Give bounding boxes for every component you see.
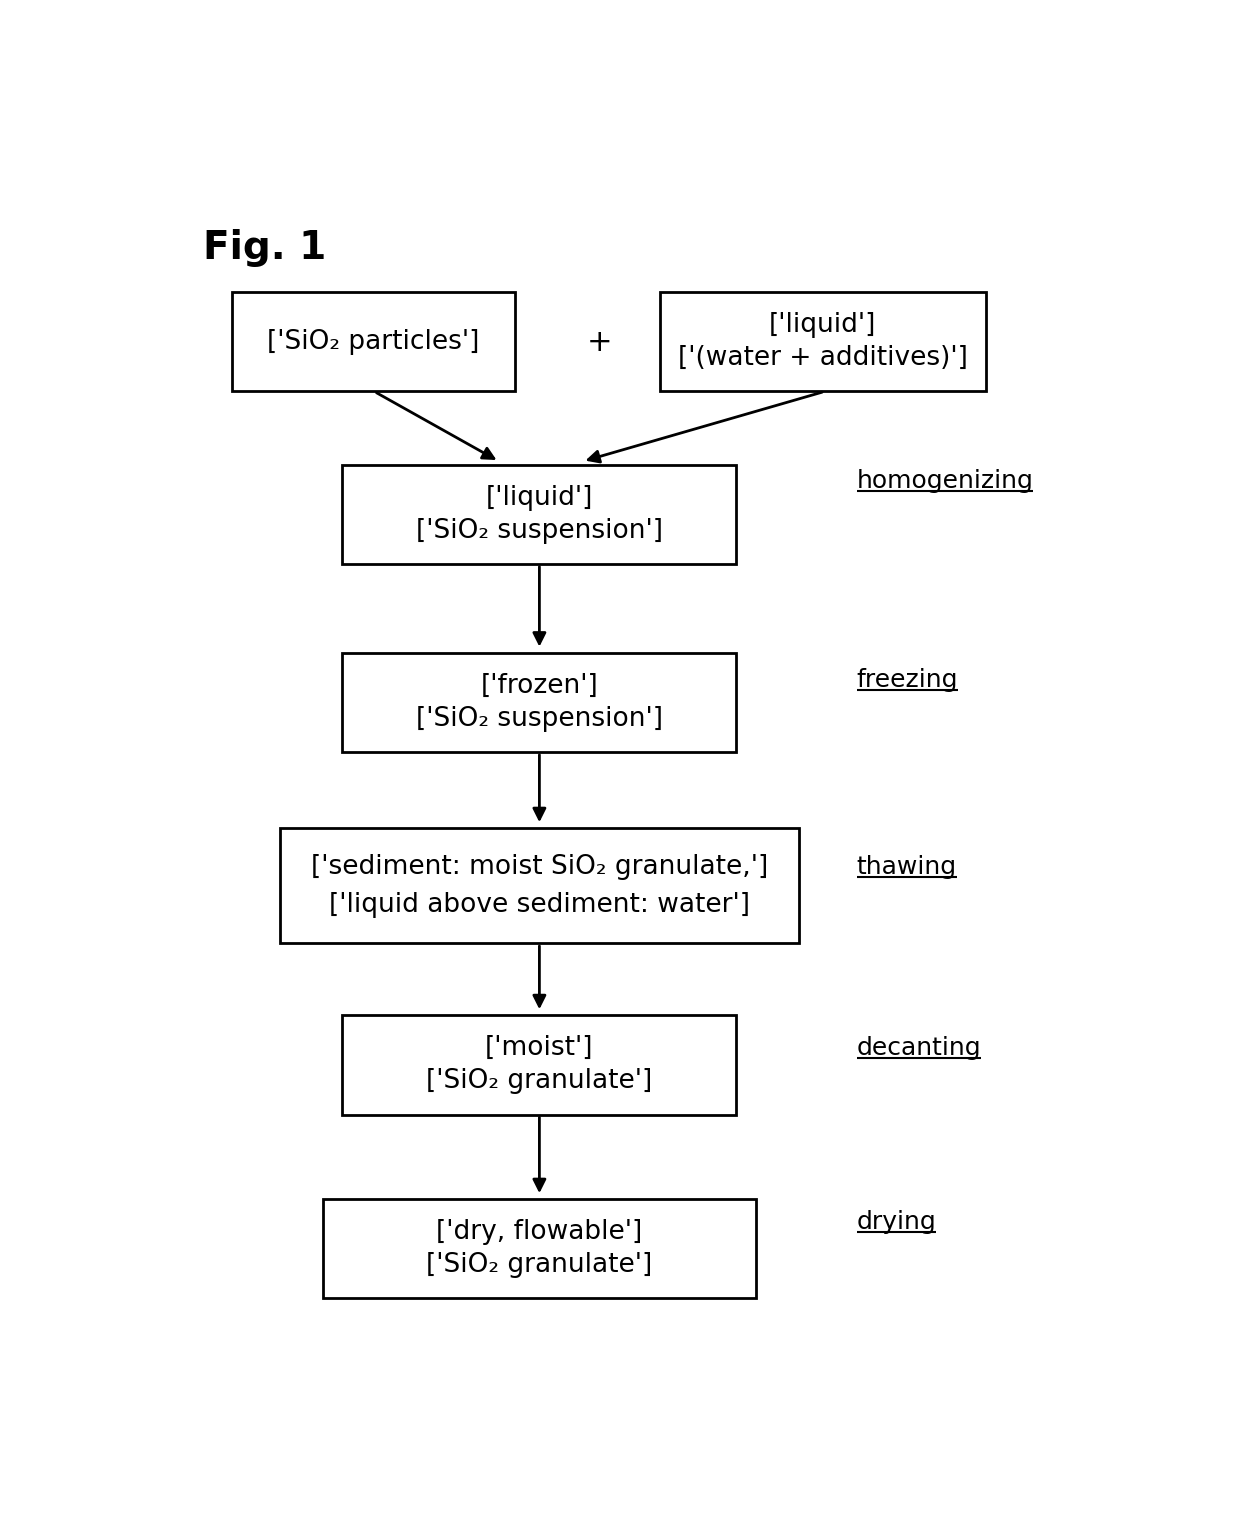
Bar (342, 1015, 737, 1114)
Text: decanting: decanting (857, 1035, 981, 1059)
Text: ['SiO₂ particles']: ['SiO₂ particles'] (268, 328, 480, 354)
Bar (342, 652, 737, 752)
Text: ['SiO₂ granulate']: ['SiO₂ granulate'] (427, 1069, 652, 1094)
Bar (232, 292, 516, 392)
Text: ['(water + additives)']: ['(water + additives)'] (678, 345, 968, 371)
Text: ['sediment: moist SiO₂ granulate,']: ['sediment: moist SiO₂ granulate,'] (311, 854, 768, 880)
Text: ['moist']: ['moist'] (485, 1035, 594, 1061)
Text: drying: drying (857, 1210, 936, 1234)
Bar (324, 1199, 755, 1298)
Bar (280, 828, 799, 942)
Text: ['dry, flowable']: ['dry, flowable'] (436, 1219, 642, 1245)
Text: ['liquid']: ['liquid'] (769, 312, 877, 339)
Bar (342, 465, 737, 564)
Text: homogenizing: homogenizing (857, 470, 1033, 494)
Text: ['SiO₂ suspension']: ['SiO₂ suspension'] (415, 518, 663, 544)
Text: thawing: thawing (857, 854, 956, 879)
Text: ['SiO₂ granulate']: ['SiO₂ granulate'] (427, 1252, 652, 1278)
Text: ['frozen']: ['frozen'] (481, 673, 598, 699)
Text: ['SiO₂ suspension']: ['SiO₂ suspension'] (415, 705, 663, 731)
Text: Fig. 1: Fig. 1 (203, 230, 326, 268)
Text: ['liquid above sediment: water']: ['liquid above sediment: water'] (329, 892, 750, 918)
Text: ['liquid']: ['liquid'] (486, 485, 593, 511)
Text: +: + (587, 328, 613, 357)
Text: freezing: freezing (857, 667, 959, 692)
Bar (660, 292, 986, 392)
